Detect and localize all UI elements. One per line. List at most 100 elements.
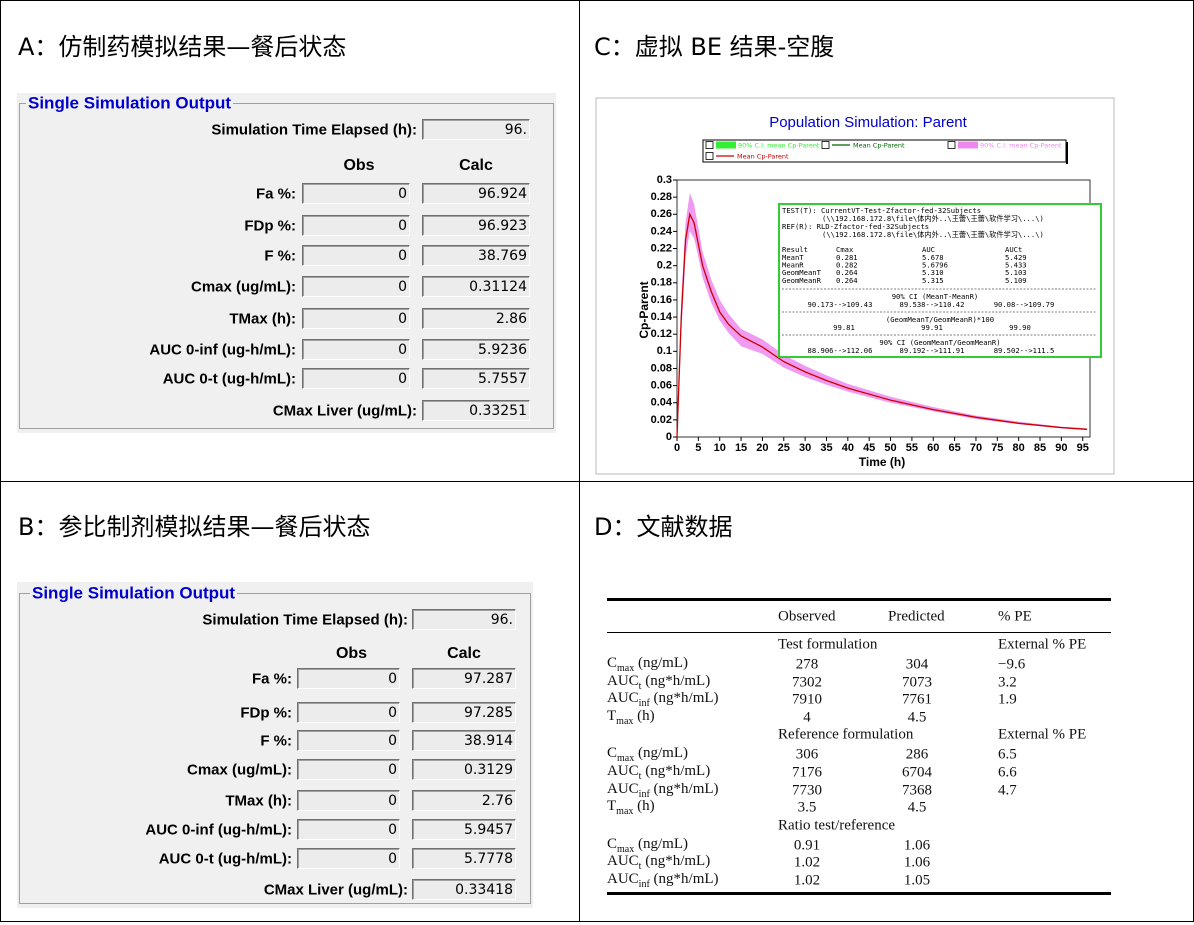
x-tick-label: 80 xyxy=(1013,442,1025,454)
observed: 3.5 xyxy=(797,799,817,816)
stats-line: (\\192.168.172.8\file\体内外..\王蕾\王蕾\软件学习\.… xyxy=(822,214,1044,223)
stats-title: 90% CI (GeomMeanT/GeomMeanR) xyxy=(879,338,1000,347)
label-part: C xyxy=(607,835,618,852)
text-field: 0 xyxy=(297,668,400,689)
section-title: Test formulation xyxy=(778,636,878,653)
field-label: AUC 0-inf (ug-h/mL): xyxy=(149,341,296,359)
text-field: 0 xyxy=(302,215,410,236)
stats-cell: 89.538-->110.42 xyxy=(900,300,965,309)
field-label: Cmax (ug/mL): xyxy=(187,761,292,779)
text-field: 0 xyxy=(297,759,400,780)
observed: 278 xyxy=(795,656,819,673)
observed: 7730 xyxy=(792,782,822,799)
stats-cell: 90.08-->109.79 xyxy=(994,300,1055,309)
label-part: t xyxy=(638,771,642,782)
stats-header: Result xyxy=(782,245,808,254)
predicted: 304 xyxy=(905,656,929,673)
y-tick-label: 0.14 xyxy=(651,311,673,323)
label-part: AUC xyxy=(607,780,639,797)
field-label: TMax (h): xyxy=(225,792,292,810)
text-field: 0 xyxy=(297,730,400,751)
predicted: 1.06 xyxy=(903,854,931,871)
observed: 1.02 xyxy=(793,872,821,889)
y-tick-label: 0.18 xyxy=(651,277,672,289)
stats-cell: 99.91 xyxy=(921,323,943,332)
predicted: 7073 xyxy=(902,674,932,691)
table-header: Observed xyxy=(778,608,836,625)
text-field: 38.914 xyxy=(412,730,516,751)
label-part: (ng*h/mL) xyxy=(641,672,711,689)
label-part: (ng/mL) xyxy=(634,835,688,852)
row-label: Cmax (ng/mL) xyxy=(607,656,688,674)
stats-cell: 5.103 xyxy=(1005,268,1027,277)
text-field: 0 xyxy=(297,790,400,811)
stats-cell: 0.282 xyxy=(836,261,858,270)
stats-cell: MeanT xyxy=(782,253,804,262)
group-box xyxy=(19,103,554,429)
observed: 7176 xyxy=(792,764,822,781)
x-tick-label: 0 xyxy=(674,442,680,454)
field-label: FDp %: xyxy=(240,704,292,722)
observed: 4 xyxy=(803,709,811,726)
panel-title: D：文献数据 xyxy=(594,513,733,541)
label-part: (ng*h/mL) xyxy=(649,780,719,797)
percent-error: −9.6 xyxy=(998,656,1026,673)
predicted: 6704 xyxy=(902,764,932,781)
x-tick-label: 55 xyxy=(906,442,918,454)
stats-cell: 99.90 xyxy=(1009,323,1031,332)
label-part: AUC xyxy=(607,690,639,707)
stats-line: REF(R): RLD-Zfactor-fed-32Subjects xyxy=(782,222,929,231)
panel-title: A：仿制药模拟结果—餐后状态 xyxy=(18,33,347,61)
y-tick-label: 0 xyxy=(666,431,672,443)
label-part: inf xyxy=(638,879,650,890)
x-tick-label: 40 xyxy=(842,442,854,454)
text-field: 0 xyxy=(302,339,410,360)
observed: 7910 xyxy=(792,691,822,708)
predicted: 1.06 xyxy=(903,837,931,854)
text-field: 0 xyxy=(302,308,410,329)
legend-swatch xyxy=(958,141,978,149)
percent-error: 6.5 xyxy=(998,746,1017,763)
x-tick-label: 65 xyxy=(948,442,960,454)
stats-header: AUCt xyxy=(1005,245,1022,254)
field-label: Simulation Time Elapsed (h): xyxy=(202,611,408,629)
x-axis-title: Time (h) xyxy=(859,455,905,469)
y-axis-title: Cp-Parent xyxy=(637,281,651,338)
label-part: T xyxy=(607,798,617,815)
observed: 0.91 xyxy=(793,837,821,854)
x-tick-label: 15 xyxy=(735,442,747,454)
label-part: t xyxy=(638,861,642,873)
field-label: F %: xyxy=(260,732,292,750)
text-field: 0.33418 xyxy=(412,879,516,900)
label-part: max xyxy=(617,843,635,855)
row-label: Cmax (ng/mL) xyxy=(607,746,688,764)
stats-cell: 5.433 xyxy=(1005,261,1027,270)
legend-label: Mean Cp-Parent xyxy=(853,142,905,150)
y-tick-label: 0.28 xyxy=(651,191,672,203)
stats-cell: GeomMeanR xyxy=(782,276,822,285)
label-part: C xyxy=(607,745,618,762)
x-tick-label: 35 xyxy=(820,442,832,454)
predicted: 7368 xyxy=(902,782,932,799)
text-field: 0 xyxy=(297,819,400,840)
percent-error: 3.2 xyxy=(998,674,1017,691)
label-part: AUC xyxy=(607,763,639,779)
chart-title: Population Simulation: Parent xyxy=(769,114,967,131)
x-tick-label: 20 xyxy=(756,442,768,454)
field-label: CMax Liver (ug/mL): xyxy=(272,402,417,420)
legend-swatch xyxy=(716,141,736,149)
x-tick-label: 85 xyxy=(1034,442,1046,454)
y-tick-label: 0.1 xyxy=(657,345,672,357)
label-part: (ng*h/mL) xyxy=(641,853,711,870)
row-label: AUCt (ng*h/mL) xyxy=(607,672,711,692)
row-label: AUCt (ng*h/mL) xyxy=(607,854,710,872)
y-tick-label: 0.04 xyxy=(651,397,673,409)
text-field: 0.31124 xyxy=(422,276,530,297)
field-label: Simulation Time Elapsed (h): xyxy=(211,121,417,139)
stats-cell: 5.310 xyxy=(922,268,944,277)
x-tick-label: 95 xyxy=(1077,442,1089,454)
y-tick-label: 0.2 xyxy=(657,260,672,272)
legend-checkbox xyxy=(947,141,956,149)
text-field: 0 xyxy=(297,848,400,869)
label-part: max xyxy=(617,663,635,674)
